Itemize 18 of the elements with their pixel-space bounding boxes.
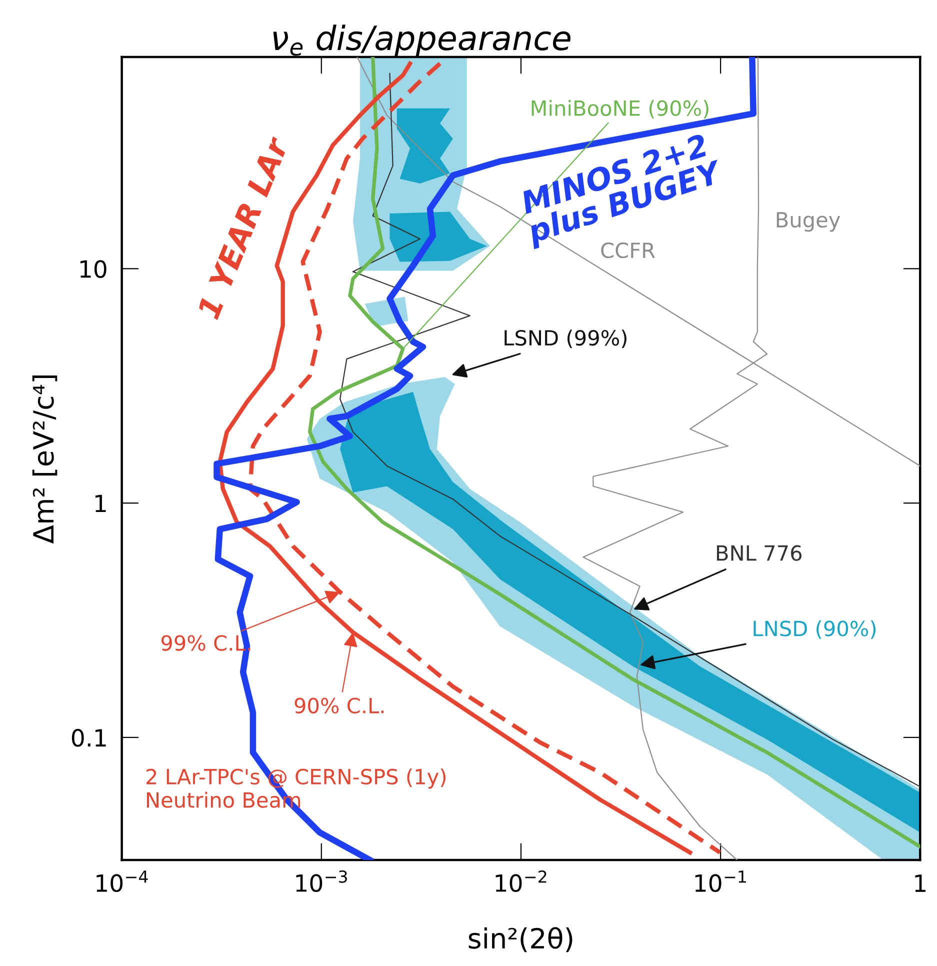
y-tick-label: 0.1: [72, 728, 106, 747]
x-tick-label: 10$^{−1}$: [695, 870, 746, 892]
series-label: 90% C.L.: [294, 698, 384, 714]
text: BNL 776: [717, 545, 802, 561]
series-label: CCFR: [601, 242, 655, 258]
text: LSND (99%): [504, 330, 626, 348]
chart-title: ν$_{e}$ dis/appearance: [273, 24, 570, 57]
y-tick-label: 1: [95, 494, 106, 512]
text: LNSD (90%): [754, 620, 876, 639]
x-tick-label: 10$^{−3}$: [296, 870, 347, 892]
series-label: Bugey: [776, 212, 840, 232]
x-tick-label: 1: [915, 874, 926, 892]
x-tick-label: 10$^{−2}$: [496, 870, 546, 892]
y-axis-title: Δm² [eV²/c⁴]: [32, 376, 58, 544]
x-tick-label: 10$^{−4}$: [96, 870, 148, 892]
text: MiniBooNE (90%): [532, 100, 708, 118]
y-tick-label: 10: [80, 260, 106, 278]
x-axis-title: sin²(2θ): [468, 927, 572, 952]
